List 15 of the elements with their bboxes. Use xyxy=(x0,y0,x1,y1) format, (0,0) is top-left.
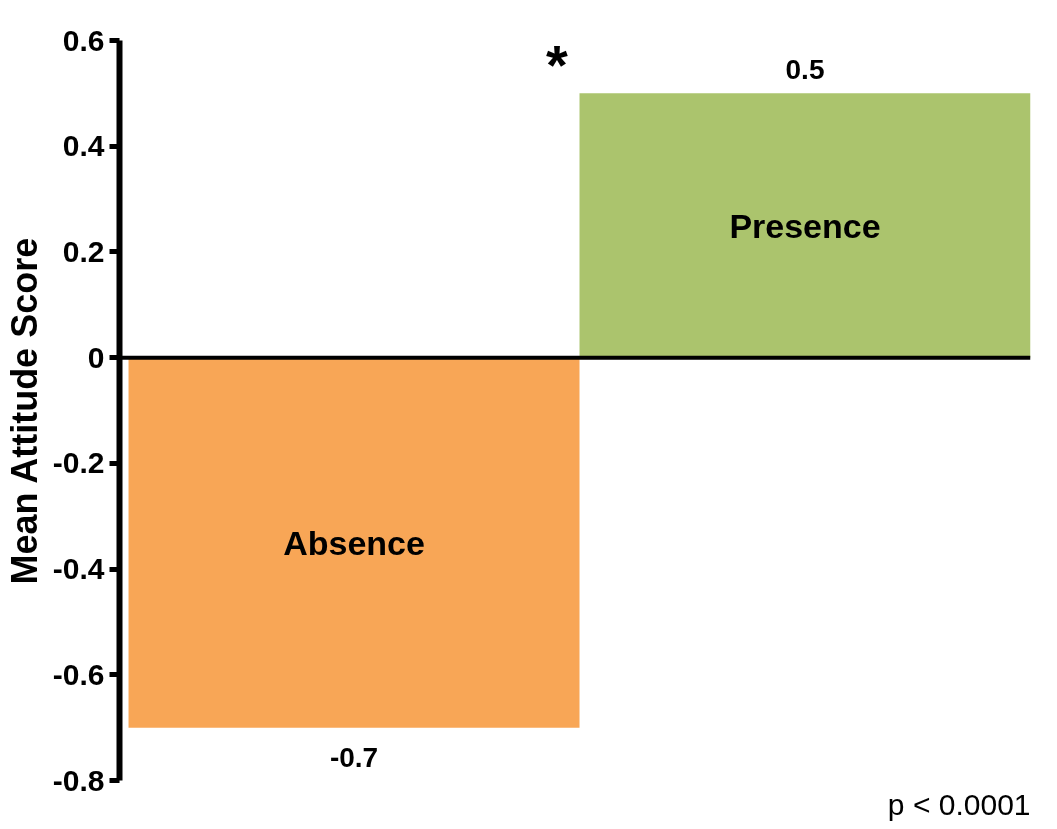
y-tick-label: 0 xyxy=(87,340,105,374)
y-tick-label: 0.2 xyxy=(62,234,105,268)
y-tick-label: -0.6 xyxy=(52,657,105,691)
y-axis-title: Mean Attitude Score xyxy=(3,237,45,585)
data-label: -0.7 xyxy=(329,741,379,773)
x-tick-label: Presence xyxy=(729,206,881,245)
x-tick-label: Absence xyxy=(283,523,425,562)
y-tick-label: -0.2 xyxy=(52,446,105,480)
text: p < 0.0001 xyxy=(887,787,1031,821)
y-tick-label: -0.8 xyxy=(52,763,105,797)
y-tick-label: -0.4 xyxy=(52,552,105,586)
y-tick-label: 0.6 xyxy=(62,23,105,57)
annotation: * xyxy=(546,32,569,96)
y-tick-label: 0.4 xyxy=(62,129,105,163)
data-label: 0.5 xyxy=(785,54,825,86)
